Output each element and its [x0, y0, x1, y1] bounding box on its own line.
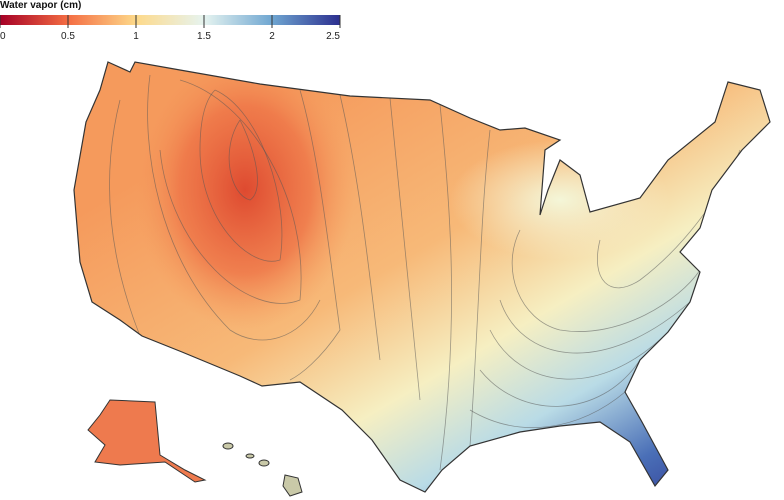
legend-tick-label: 0: [0, 31, 6, 42]
legend-tick-label: 1.5: [197, 31, 211, 42]
color-scale: [0, 15, 340, 25]
legend: 0 0.5 1 1.5 2 2.5: [0, 15, 341, 42]
water-vapor-field: [74, 62, 770, 492]
hawaii: [222, 442, 303, 497]
legend-title: Water vapor (cm): [0, 0, 81, 11]
legend-tick-label: 2: [269, 31, 275, 42]
legend-tick-label: 0.5: [61, 31, 75, 42]
alaska: [87, 399, 207, 483]
legend-tick-label: 1: [133, 31, 139, 42]
legend-tick-label: 2.5: [326, 31, 340, 42]
